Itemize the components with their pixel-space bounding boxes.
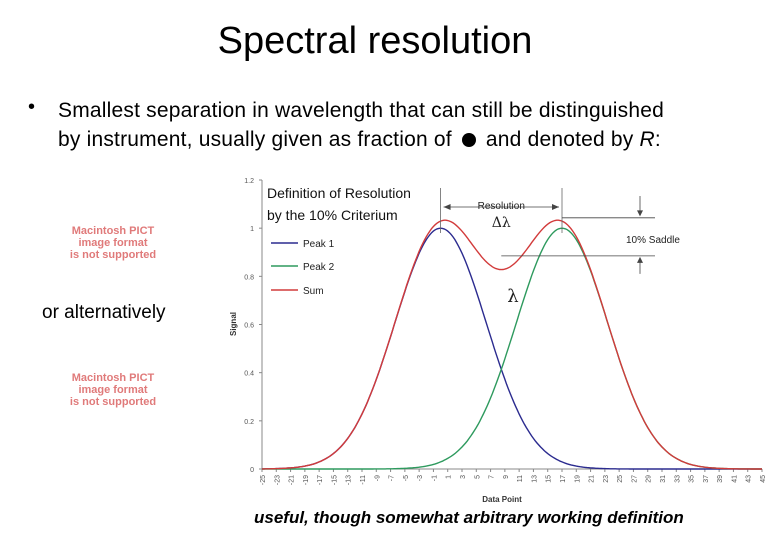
x-axis-label: Data Point [482,495,522,504]
pict2-line-3: is not supported [69,396,157,408]
x-tick-label: 25 [617,475,624,483]
x-tick-label: -1 [431,475,438,481]
y-tick-label: 1.2 [244,178,254,185]
x-tick-label: -7 [389,475,396,481]
x-tick-label: -17 [317,475,324,485]
lambda-label: λ [507,286,518,307]
x-tick-label: 11 [517,475,524,482]
x-tick-label: 9 [503,475,510,479]
series-peak-1-line [262,227,762,470]
bullet-text: Smallest separation in wavelength that c… [58,96,758,154]
resolution-arrow-right-head [552,204,559,210]
x-tick-label: 15 [546,475,553,483]
x-tick-label: -23 [274,475,281,485]
pict1-line-2: image format [78,237,148,249]
x-tick-label: 17 [560,475,567,483]
pict1-line-3: is not supported [69,249,157,261]
x-tick-label: -9 [374,475,381,481]
x-tick-label: 19 [574,475,581,483]
y-tick-label: 0.2 [244,419,254,426]
legend-label-2: Sum [303,286,324,297]
x-tick-label: 37 [703,475,710,483]
y-tick-label: 0 [250,467,254,474]
y-axis-label: Signal [229,312,238,336]
pict1-line-1: Macintosh PICT [71,225,155,237]
x-tick-label: 3 [460,475,467,479]
y-tick-label: 0.4 [244,371,254,378]
x-tick-label: -21 [289,475,296,485]
y-tick-label: 0.6 [244,323,254,330]
x-tick-label: 29 [646,475,653,483]
x-tick-label: 27 [631,475,638,483]
bullet-line-2-post: and denoted by [485,128,634,151]
x-tick-label: -25 [260,475,267,485]
delta-lambda-label: Δλ [492,215,511,231]
x-tick-label: -5 [403,475,410,481]
footer-note: useful, though somewhat arbitrary workin… [254,508,684,527]
x-tick-label: 41 [731,475,738,483]
bullet-marker: • [28,96,36,118]
x-tick-label: 45 [760,475,767,483]
slide-title: Spectral resolution [217,20,533,62]
saddle-label: 10% Saddle [626,235,680,246]
bullet-line-1: Smallest separation in wavelength that c… [58,99,665,122]
x-tick-label: 31 [660,475,667,483]
legend-label-1: Peak 2 [303,262,335,273]
x-tick-label: 23 [603,475,610,483]
x-tick-label: 35 [689,475,696,483]
pict-placeholder-1: Macintosh PICT image format is not suppo… [63,225,163,261]
x-tick-label: -3 [417,475,424,481]
alternatively-label: or alternatively [42,302,166,323]
y-tick-label: 0.8 [244,274,254,281]
saddle-arrow-bottom-head [637,256,643,263]
x-tick-label: 13 [531,475,538,483]
x-tick-label: -19 [303,475,310,485]
x-tick-label: 5 [474,475,481,479]
series-peak-2-line [262,227,762,470]
chart-title-line-1: Definition of Resolution [267,185,411,201]
bullet-colon: : [654,128,661,151]
saddle-arrow-top-head [637,210,643,217]
x-tick-label: 21 [589,475,596,483]
x-tick-label: 7 [489,475,496,479]
pict-placeholder-2: Macintosh PICT image format is not suppo… [63,372,163,408]
series-sum-line [262,219,762,470]
legend-label-0: Peak 1 [303,239,335,250]
x-tick-label: -13 [346,475,353,485]
y-tick-label: 1 [250,226,254,233]
chart-title-line-2: by the 10% Criterium [267,207,398,223]
resolution-symbol-r: R [639,128,655,151]
x-tick-label: 43 [746,475,753,483]
bullet-line-2-pre: by instrument, usually given as fraction… [58,128,452,151]
x-tick-label: -11 [360,475,367,485]
x-tick-label: 1 [446,475,453,479]
x-tick-label: -15 [331,475,338,485]
missing-symbol-dot [461,133,476,148]
resolution-label: Resolution [478,201,525,212]
x-tick-label: 33 [674,475,681,483]
pict2-line-1: Macintosh PICT [71,372,155,384]
pict2-line-2: image format [78,384,148,396]
x-tick-label: 39 [717,475,724,483]
resolution-arrow-left-head [443,204,451,210]
